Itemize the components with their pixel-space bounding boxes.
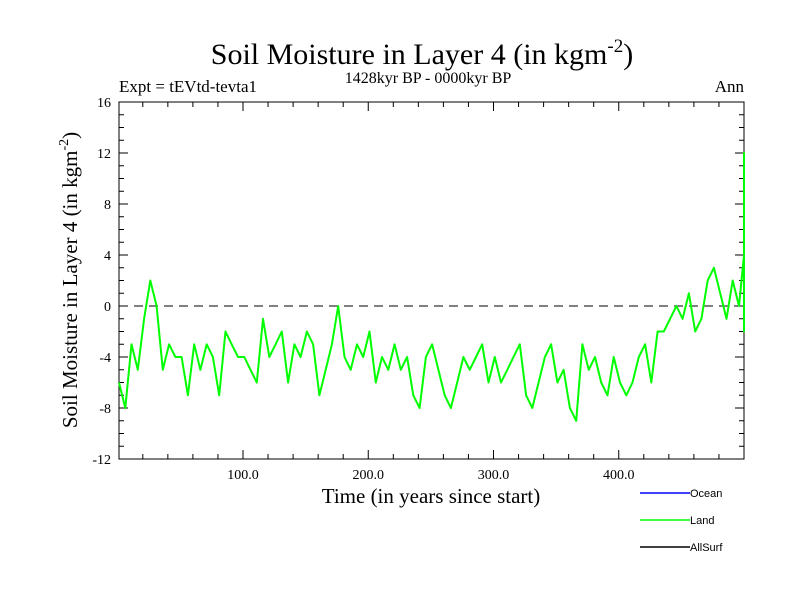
x-tick-label: 400.0 <box>603 468 635 483</box>
x-axis-label: Time (in years since start) <box>322 484 541 508</box>
chart-title: Soil Moisture in Layer 4 (in kgm-2) <box>211 36 633 71</box>
x-tick-label: 200.0 <box>352 468 384 483</box>
y-tick-label: 8 <box>104 198 111 213</box>
y-axis-label: Soil Moisture in Layer 4 (in kgm-2) <box>57 132 82 428</box>
x-tick-label: 300.0 <box>478 468 510 483</box>
season-label: Ann <box>715 77 745 96</box>
legend-label-ocean: Ocean <box>690 488 722 500</box>
chart-subtitle: 1428kyr BP - 0000kyr BP <box>345 70 512 87</box>
series-line-land <box>118 152 745 422</box>
legend-label-allsurf: AllSurf <box>690 542 723 554</box>
legend: Ocean Land AllSurf <box>640 488 723 554</box>
axis-ticks <box>119 101 744 460</box>
y-tick-label: 16 <box>97 96 111 111</box>
x-tick-label: 100.0 <box>227 468 259 483</box>
legend-label-land: Land <box>690 515 714 527</box>
y-tick-label: -4 <box>99 351 111 366</box>
axis-tick-labels: -12 -8 -4 0 4 8 12 16 100.0 200.0 300.0 400.0 <box>92 96 634 483</box>
y-tick-label: 0 <box>104 300 111 315</box>
y-tick-label: 4 <box>104 249 111 264</box>
experiment-label: Expt = tEVtd-tevta1 <box>119 77 257 96</box>
y-tick-label: -8 <box>99 402 111 417</box>
y-tick-label: -12 <box>92 453 111 468</box>
y-tick-label: 12 <box>97 147 111 162</box>
